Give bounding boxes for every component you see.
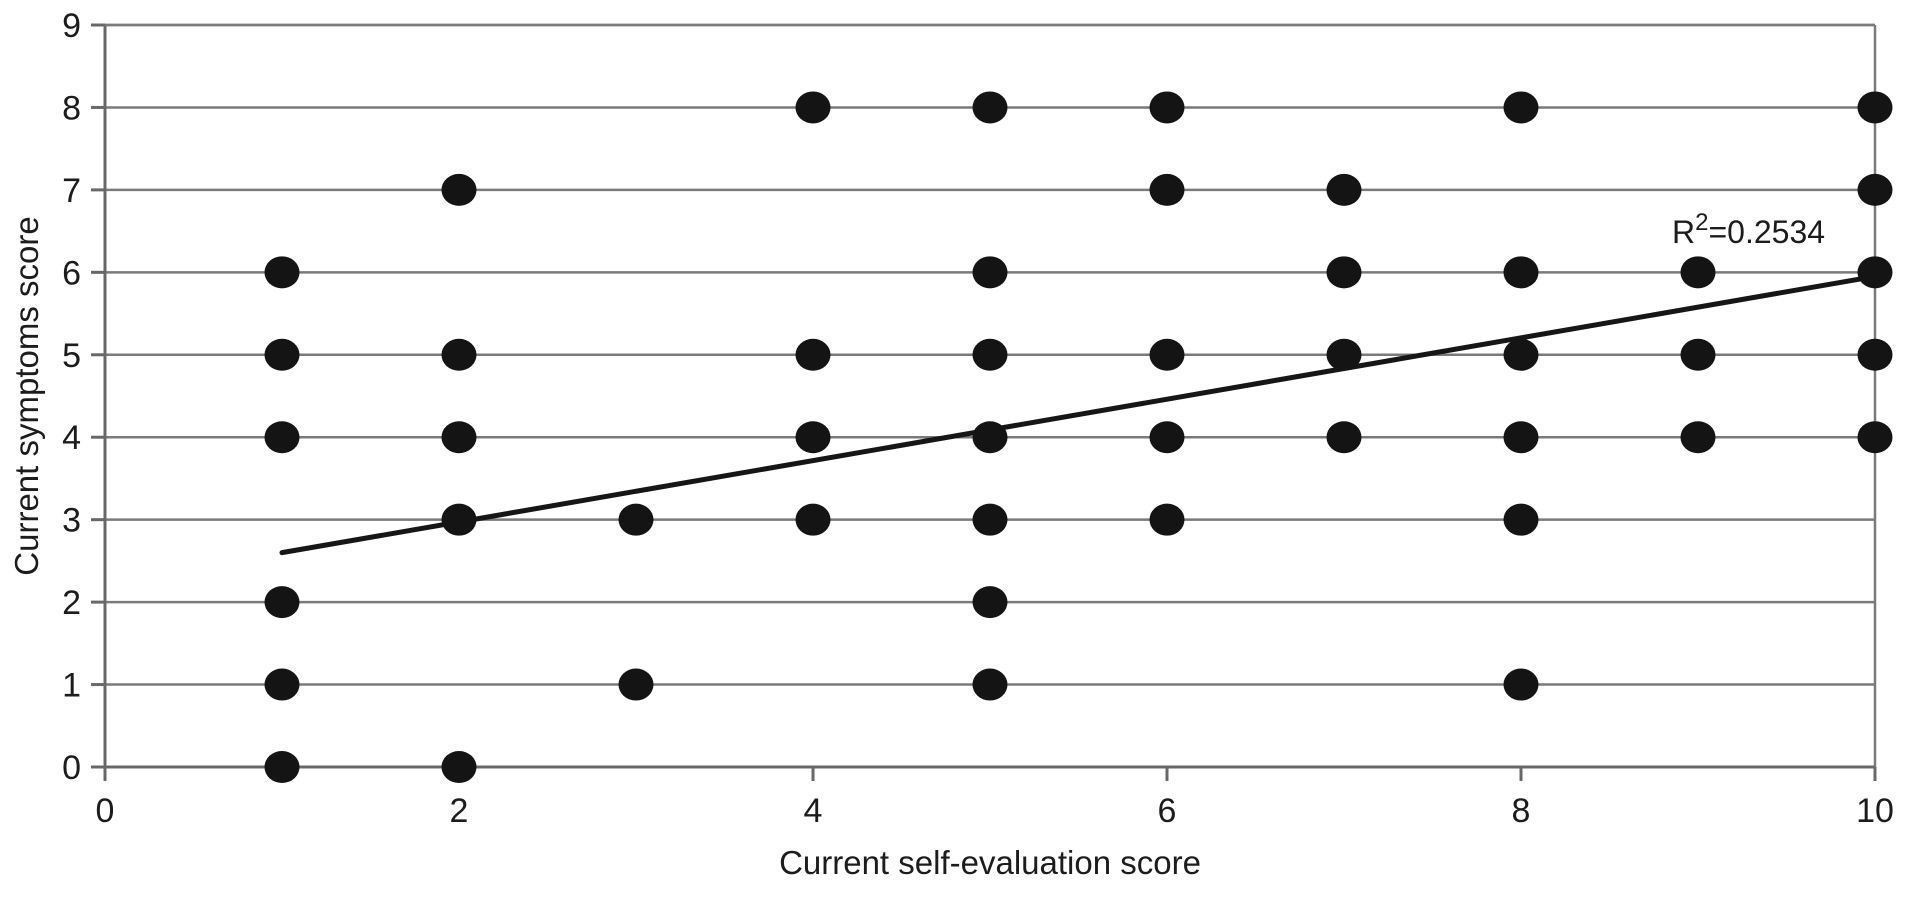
- data-point: [972, 256, 1008, 289]
- data-point: [795, 421, 831, 454]
- data-point: [1680, 421, 1716, 454]
- data-point: [1326, 173, 1362, 206]
- x-tick-label-6: 6: [1158, 792, 1177, 830]
- data-point: [1326, 338, 1362, 371]
- data-point: [264, 751, 300, 783]
- y-tick-label-3: 3: [62, 502, 81, 540]
- data-point: [441, 173, 477, 206]
- data-point: [795, 503, 831, 536]
- data-point: [618, 503, 654, 536]
- data-point: [1503, 256, 1539, 289]
- x-axis-tick-labels: 0 2 4 6 8 10: [96, 792, 1894, 830]
- data-point: [1149, 338, 1185, 371]
- data-point: [441, 421, 477, 454]
- data-point: [1149, 503, 1185, 536]
- y-tick-label-6: 6: [62, 254, 81, 292]
- data-point: [1857, 173, 1893, 206]
- data-point: [1857, 338, 1893, 371]
- x-tick-label-4: 4: [804, 792, 823, 830]
- data-point: [972, 668, 1008, 701]
- y-tick-label-4: 4: [62, 419, 81, 457]
- x-tick-label-2: 2: [450, 792, 469, 830]
- x-tick-label-10: 10: [1856, 792, 1894, 830]
- x-axis-title: Current self-evaluation score: [779, 844, 1201, 881]
- y-axis-tick-labels: 0 1 2 3 4 5 6 7 8 9: [62, 7, 81, 787]
- data-point: [1503, 668, 1539, 701]
- data-point: [795, 91, 831, 124]
- data-point: [1503, 91, 1539, 124]
- data-point: [972, 91, 1008, 124]
- data-point: [1680, 338, 1716, 371]
- y-tick-label-2: 2: [62, 584, 81, 622]
- data-point: [972, 503, 1008, 536]
- data-point: [1149, 421, 1185, 454]
- trend-line: [279, 273, 1878, 556]
- y-tick-label-7: 7: [62, 172, 81, 210]
- r-squared-annotation: R2=0.2534: [1672, 209, 1825, 250]
- data-points: [264, 91, 1893, 783]
- data-point: [1857, 256, 1893, 289]
- data-point: [972, 338, 1008, 371]
- y-tick-label-1: 1: [62, 667, 81, 705]
- data-point: [1503, 421, 1539, 454]
- data-point: [1149, 91, 1185, 124]
- y-tick-label-9: 9: [62, 7, 81, 45]
- x-axis-ticks: [103, 767, 1877, 781]
- data-point: [972, 586, 1008, 619]
- data-point: [1503, 503, 1539, 536]
- data-point: [264, 256, 300, 289]
- data-point: [264, 421, 300, 454]
- data-point: [441, 751, 477, 783]
- data-point: [972, 421, 1008, 454]
- data-point: [1326, 256, 1362, 289]
- x-tick-label-0: 0: [96, 792, 115, 830]
- data-point: [264, 338, 300, 371]
- data-point: [1680, 256, 1716, 289]
- data-point: [264, 668, 300, 701]
- y-axis-title: Current symptoms score: [8, 216, 45, 575]
- data-point: [1857, 421, 1893, 454]
- data-point: [1857, 91, 1893, 124]
- data-point: [1503, 338, 1539, 371]
- y-tick-label-0: 0: [62, 749, 81, 787]
- data-point: [441, 338, 477, 371]
- plot-border: [103, 23, 1877, 769]
- y-axis-ticks: [91, 23, 105, 769]
- x-tick-label-8: 8: [1512, 792, 1531, 830]
- data-point: [1149, 173, 1185, 206]
- data-point: [618, 668, 654, 701]
- data-point: [264, 586, 300, 619]
- data-point: [1326, 421, 1362, 454]
- gridlines: [105, 23, 1875, 769]
- y-tick-label-8: 8: [62, 89, 81, 127]
- data-point: [441, 503, 477, 536]
- y-tick-label-5: 5: [62, 337, 81, 375]
- data-point: [795, 338, 831, 371]
